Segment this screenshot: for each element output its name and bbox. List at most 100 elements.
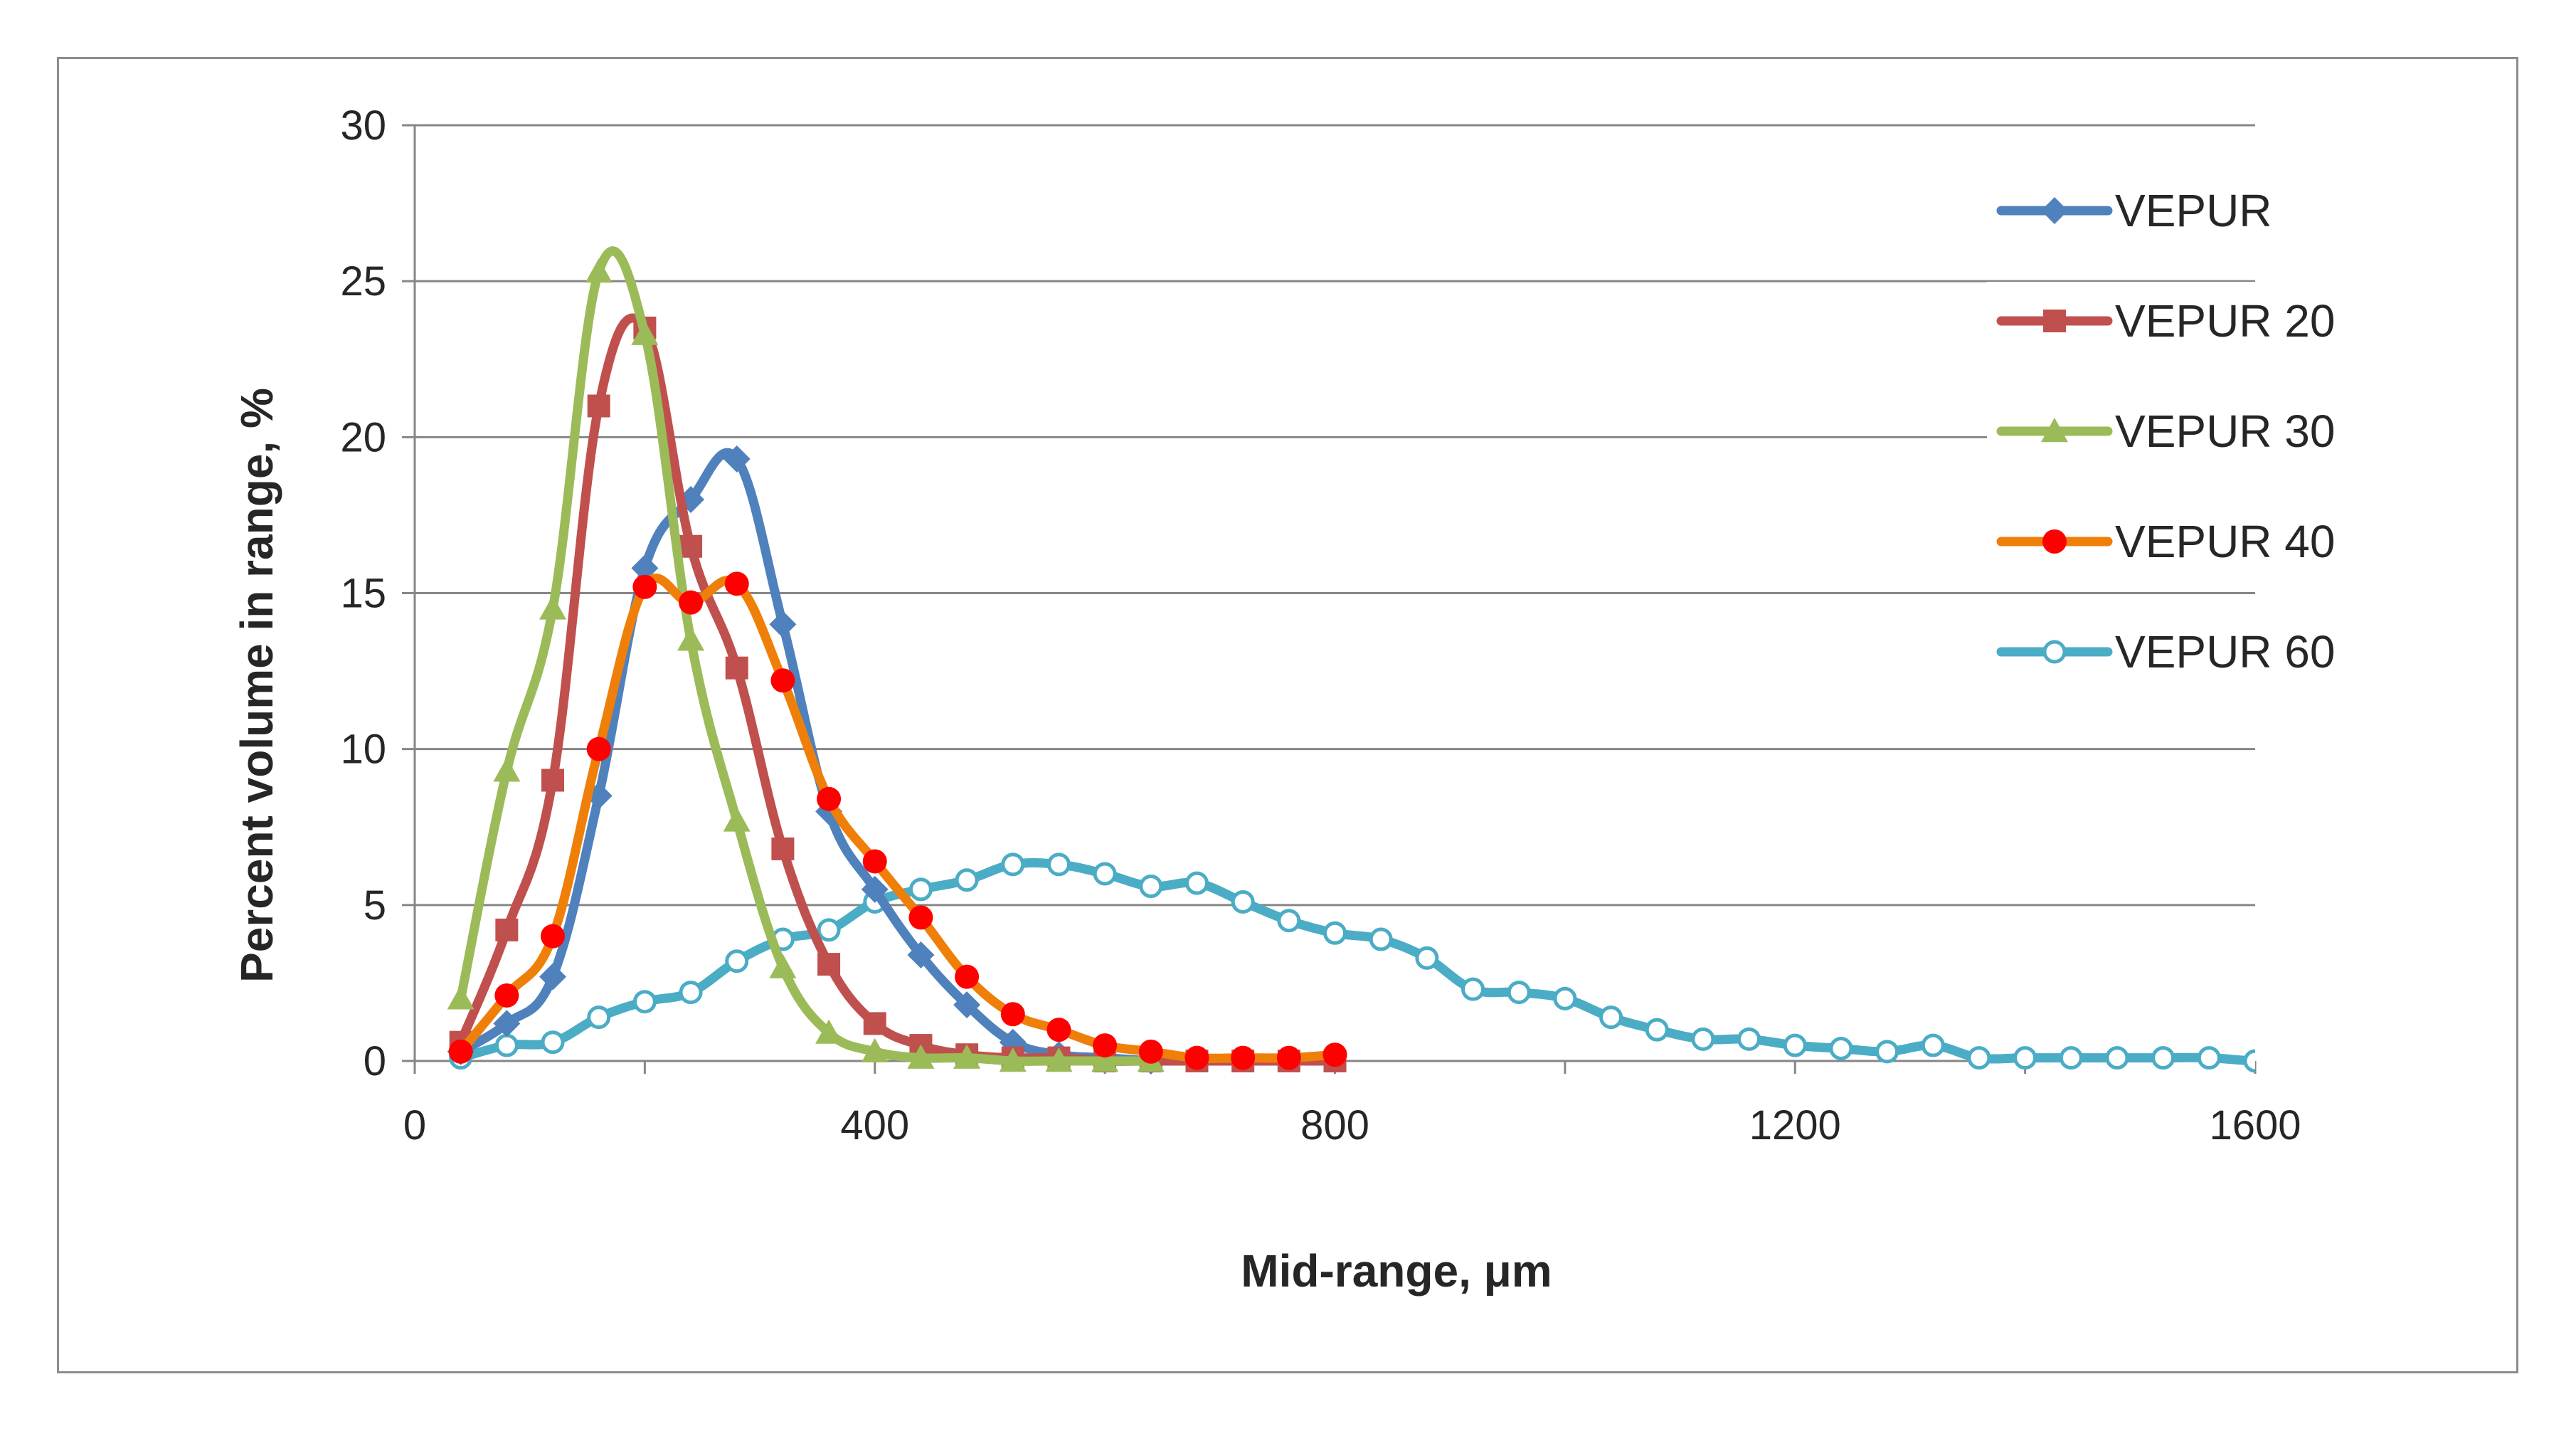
data-point [2291, 1051, 2311, 1071]
y-tick-label: 30 [340, 102, 386, 149]
data-point [1369, 927, 1393, 951]
data-point [2197, 1046, 2221, 1070]
data-point [955, 868, 979, 892]
x-tick-label: 400 [840, 1102, 909, 1149]
data-point [539, 963, 567, 991]
chart-area: 0 5 10 15 20 25 30 0 400 800 1200 1600 VEPUR VEPUR 2… [57, 57, 2518, 1373]
data-point [1046, 852, 1071, 877]
data-point [861, 875, 889, 903]
data-point [1138, 1039, 1163, 1064]
legend-swatch-marker [2043, 310, 2066, 332]
data-point [1184, 1045, 1209, 1070]
x-tick-label: 800 [1300, 1102, 1369, 1149]
data-point [1737, 1027, 1761, 1051]
data-point [1139, 875, 1163, 899]
y-axis-title: Percent volume in range, % [231, 388, 282, 983]
series-vepur-20 [449, 313, 1347, 1072]
data-point [1093, 862, 1117, 886]
data-point [541, 924, 566, 949]
data-point [723, 807, 751, 832]
data-point [1046, 1018, 1071, 1042]
legend-item: VEPUR 40 [1987, 502, 2428, 581]
data-point [1645, 1018, 1669, 1042]
data-point [1415, 946, 1439, 970]
series-vepur-60 [449, 852, 2311, 1073]
data-point [495, 918, 519, 941]
data-point [861, 1037, 889, 1063]
legend-swatch-marker [2041, 197, 2068, 224]
data-point [1323, 921, 1347, 945]
data-point [677, 626, 705, 651]
data-point [1323, 1042, 1347, 1067]
data-point [725, 949, 749, 973]
data-point [770, 668, 795, 693]
data-point [1184, 871, 1209, 895]
data-point [493, 757, 521, 782]
y-tick-label: 20 [340, 414, 386, 460]
legend-swatch-marker [2041, 418, 2068, 443]
gridlines [415, 124, 2255, 907]
data-point [632, 990, 657, 1014]
data-point [539, 595, 567, 620]
data-point [817, 786, 842, 811]
y-tick-label: 10 [340, 727, 386, 773]
data-point [908, 905, 933, 930]
data-point [1783, 1033, 1807, 1057]
legend-item: VEPUR 60 [1987, 613, 2428, 691]
data-point [725, 656, 748, 680]
legend-label: VEPUR 20 [2115, 295, 2335, 347]
line-chart: 0 5 10 15 20 25 30 0 400 800 1200 1600 VEPUR VEPUR 2… [231, 102, 2428, 1297]
axis-titles: Mid-range, μm Percent volume in range, % [231, 388, 1552, 1297]
data-point [2151, 1046, 2175, 1070]
data-point [769, 611, 797, 638]
data-point [1000, 1002, 1025, 1027]
x-axis-title: Mid-range, μm [1241, 1245, 1552, 1297]
series-lines [447, 246, 2311, 1074]
y-tick-label: 5 [364, 882, 386, 929]
data-point [1921, 1033, 1945, 1057]
data-point [1045, 1047, 1073, 1072]
data-point [1507, 981, 1531, 1005]
axes: 0 5 10 15 20 25 30 0 400 800 1200 1600 [340, 102, 2301, 1149]
data-point [2105, 1046, 2129, 1070]
data-point [679, 981, 703, 1005]
data-point [955, 964, 980, 989]
data-point [541, 769, 565, 792]
legend-label: VEPUR 30 [2115, 406, 2335, 457]
data-point [2059, 1046, 2083, 1070]
series-line [456, 313, 1340, 1066]
data-point [908, 877, 933, 902]
data-point [494, 983, 519, 1008]
data-point [769, 954, 797, 978]
legend-item: VEPUR 20 [1987, 282, 2428, 360]
data-point [907, 1044, 935, 1069]
data-point [953, 1044, 981, 1069]
data-point [1231, 1045, 1256, 1070]
data-point [1231, 889, 1255, 914]
legend: VEPUR VEPUR 20 VEPUR 30 VEPUR 40 VEPUR 60 [1987, 171, 2428, 691]
data-point [1277, 909, 1301, 933]
data-point [862, 849, 887, 874]
data-point [587, 1005, 611, 1030]
data-point [493, 1010, 521, 1037]
data-point [1553, 986, 1577, 1010]
data-point [447, 985, 475, 1010]
y-tick-label: 25 [340, 258, 386, 305]
data-point [817, 953, 841, 976]
data-point [585, 258, 613, 283]
series-vepur-30 [447, 246, 1165, 1072]
data-point [999, 1047, 1027, 1072]
data-point [863, 1012, 886, 1035]
data-point [632, 574, 657, 599]
data-point [817, 918, 841, 942]
data-point [723, 445, 751, 473]
x-tick-label: 0 [403, 1102, 426, 1149]
data-point [724, 571, 749, 596]
legend-item: VEPUR 30 [1987, 392, 2428, 470]
data-point [448, 1039, 473, 1064]
x-tick-label: 1600 [2209, 1102, 2301, 1149]
data-point [1691, 1027, 1715, 1051]
data-point [586, 736, 611, 761]
legend-swatch-marker [2042, 640, 2067, 664]
data-point [907, 941, 935, 968]
